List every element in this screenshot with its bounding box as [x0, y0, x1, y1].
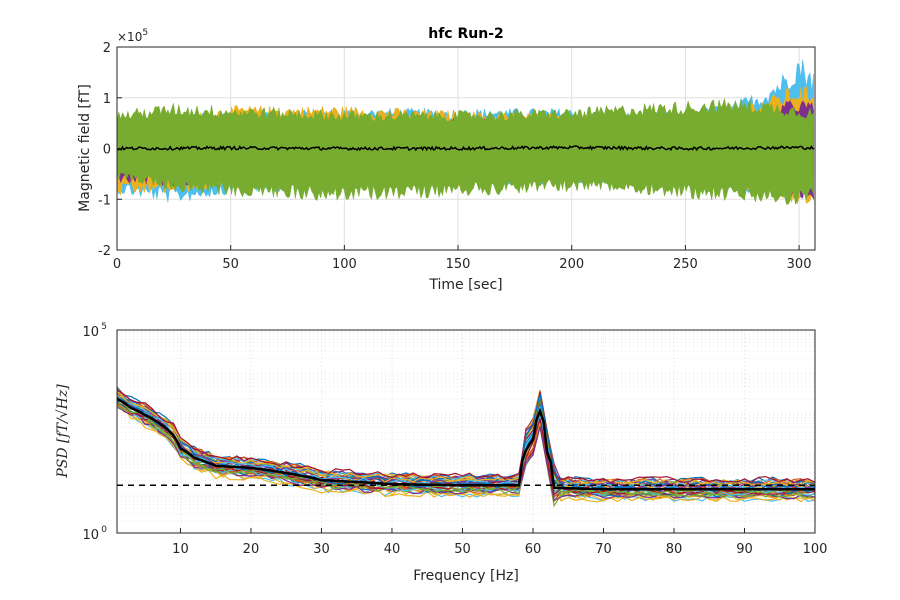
time-y-ticks: -2 -1 0 1 2 [98, 41, 122, 259]
y-exponent-power: 5 [142, 28, 148, 38]
chart-title: hfc Run-2 [428, 26, 504, 42]
y-exponent-base: ×10 [117, 30, 142, 44]
psd-x-tick-label: 80 [666, 542, 683, 557]
y-exponent-label: ×105 [117, 28, 148, 44]
channel-band-4 [116, 98, 814, 205]
psd-channel-line-9 [116, 405, 816, 503]
time-series-plot [116, 59, 815, 205]
psd-axes-background [117, 330, 815, 533]
psd-y-tick-power: 0 [101, 525, 107, 535]
time-y-tick-label: 1 [103, 92, 111, 107]
psd-x-tick-label: 20 [243, 542, 260, 557]
time-y-tick-label: 0 [103, 143, 111, 158]
time-x-tick-label: 50 [222, 257, 239, 272]
psd-x-tick-label: 90 [736, 542, 753, 557]
psd-axes: 10 20 30 40 50 60 70 80 90 100 10 010 5 Frequency [… [55, 322, 827, 584]
psd-channel-line-34 [116, 389, 816, 484]
psd-axes-frame [116, 329, 816, 534]
psd-x-tick-label: 50 [454, 542, 471, 557]
psd-x-tick-label: 40 [384, 542, 401, 557]
psd-y-tick-power: 5 [101, 322, 107, 332]
time-y-axis-label: Magnetic field [fT] [77, 84, 93, 212]
time-x-tick-label: 300 [787, 257, 812, 272]
psd-x-ticks: 10 20 30 40 50 60 70 80 90 100 [172, 528, 827, 557]
psd-y-axis-label: PSD [fT/√Hz] [55, 384, 71, 479]
time-x-tick-label: 100 [332, 257, 357, 272]
time-series-axes: 0 50 100 150 200 250 300 -2 -1 0 1 2 hfc Run-2 Tim… [77, 26, 816, 293]
time-y-tick-label: -1 [98, 193, 111, 208]
time-x-tick-label: 150 [446, 257, 471, 272]
time-x-axis-label: Time [sec] [428, 277, 502, 293]
time-x-tick-label: 0 [113, 257, 121, 272]
psd-mean-line [116, 397, 815, 491]
mean-field-line [116, 144, 815, 152]
psd-x-tick-label: 60 [525, 542, 542, 557]
time-y-tick-label: 2 [103, 41, 111, 56]
psd-y-tick-label: 10 [82, 528, 99, 543]
psd-x-axis-label: Frequency [Hz] [413, 568, 519, 584]
time-y-tick-label: -2 [98, 244, 111, 259]
time-x-ticks: 0 50 100 150 200 250 300 [113, 245, 812, 272]
psd-x-tick-label: 70 [595, 542, 612, 557]
psd-y-tick-label: 10 [82, 325, 99, 340]
psd-plot [116, 386, 816, 508]
time-x-tick-label: 200 [559, 257, 584, 272]
time-x-tick-label: 250 [673, 257, 698, 272]
psd-x-tick-label: 100 [803, 542, 828, 557]
psd-x-tick-label: 30 [313, 542, 330, 557]
psd-y-ticks: 10 010 5 [82, 322, 122, 543]
psd-x-tick-label: 10 [172, 542, 189, 557]
psd-channel-line-23 [116, 389, 816, 491]
